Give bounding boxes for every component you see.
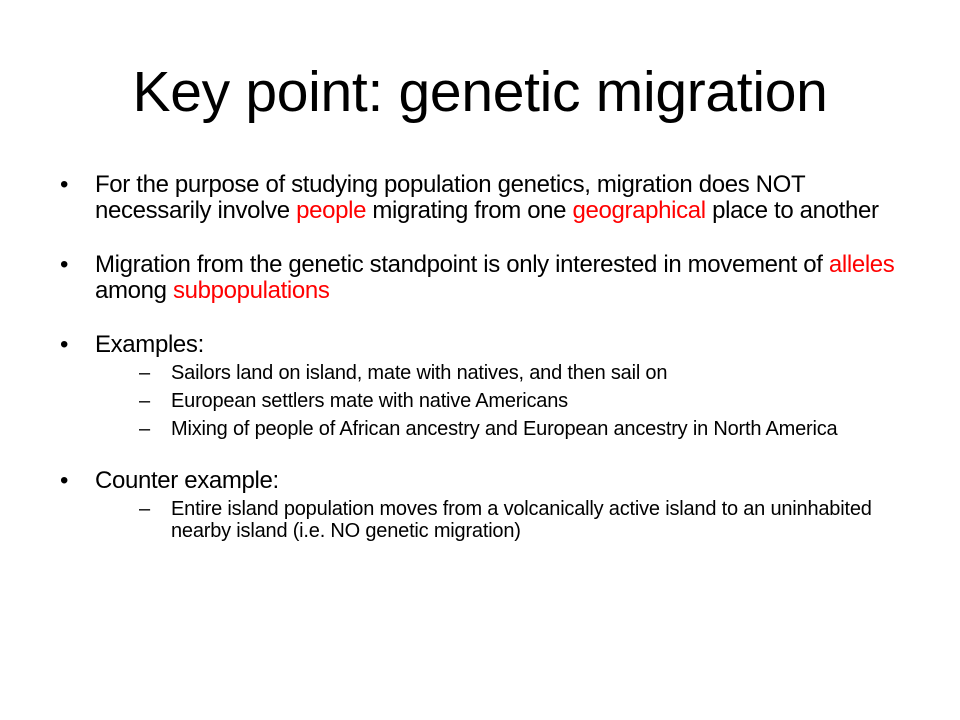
sub-bullet-island: – Entire island population moves from a v… xyxy=(139,498,872,542)
sub-bullet-sailors: – Sailors land on island, mate with nativ… xyxy=(139,362,668,384)
sub-bullet-settlers: – European settlers mate with native Amer… xyxy=(139,390,568,412)
dash-icon: – xyxy=(139,418,150,440)
counter-example-sublist: – Entire island population moves from a v… xyxy=(95,498,920,542)
bullet-text-3: Examples: xyxy=(95,331,204,358)
bullet-list: • For the purpose of studying population… xyxy=(60,172,920,570)
bullet-dot-icon: • xyxy=(60,171,69,198)
bullet-text-4: Counter example: xyxy=(95,467,279,494)
highlight-geographical: geographical xyxy=(572,197,707,224)
dash-icon: – xyxy=(139,390,150,412)
dash-icon: – xyxy=(139,498,150,520)
bullet-text-1: For the purpose of studying population g… xyxy=(95,171,879,224)
slide-title: Key point: genetic migration xyxy=(132,60,828,124)
examples-sublist: – Sailors land on island, mate with nativ… xyxy=(95,362,920,440)
bullet-dot-icon: • xyxy=(60,331,69,358)
bullet-genetic-standpoint: • Migration from the genetic standpoint … xyxy=(60,252,920,304)
highlight-alleles: alleles xyxy=(828,251,895,278)
bullet-examples: • Examples: – Sailors land on island, mat… xyxy=(60,331,920,441)
bullet-dot-icon: • xyxy=(60,251,69,278)
highlight-subpopulations: subpopulations xyxy=(172,277,330,304)
bullet-migration-definition: • For the purpose of studying population… xyxy=(60,172,920,224)
dash-icon: – xyxy=(139,362,150,384)
bullet-counter-example: • Counter example: – Entire island popula… xyxy=(60,467,920,543)
sub-bullet-mixing: – Mixing of people of African ancestry an… xyxy=(139,418,838,440)
bullet-dot-icon: • xyxy=(60,467,69,494)
bullet-text-2: Migration from the genetic standpoint is… xyxy=(95,251,895,304)
highlight-people: people xyxy=(296,197,367,224)
